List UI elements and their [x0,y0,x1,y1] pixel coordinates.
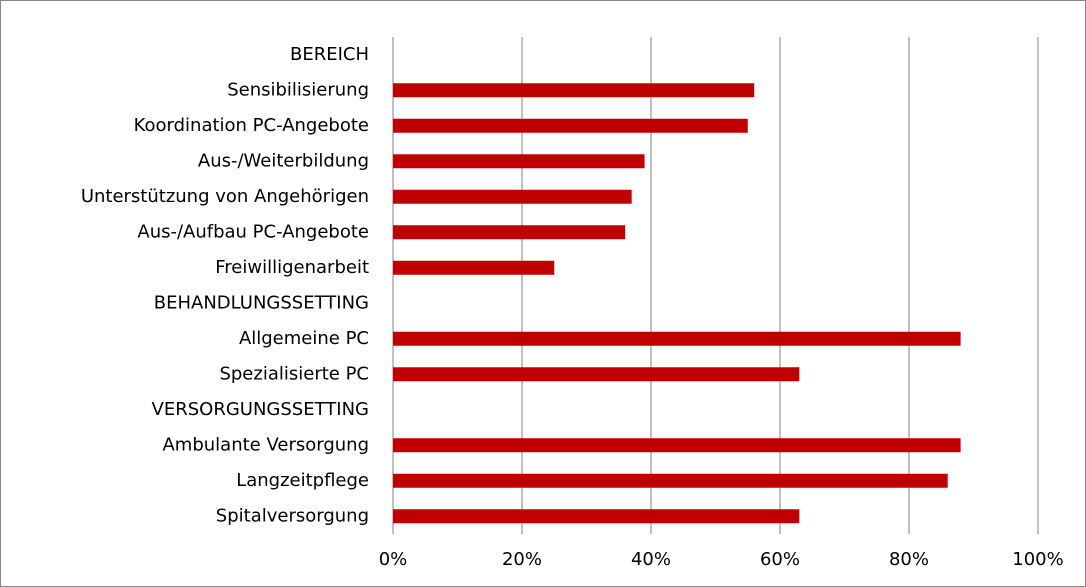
y-tick-label: Spezialisierte PC [219,363,369,384]
y-tick-label: Unterstützung von Angehörigen [81,186,369,207]
bar [393,367,800,382]
y-tick-label: VERSORGUNGSSETTING [152,399,369,420]
x-tick-label: 20% [502,549,542,570]
y-tick-label: BEHANDLUNGSSETTING [154,292,369,313]
y-tick-label: Allgemeine PC [239,328,369,349]
y-tick-label: Sensibilisierung [227,79,369,100]
y-tick-label: Freiwilligenarbeit [215,257,369,278]
y-tick-label: BEREICH [290,44,369,65]
x-tick-label: 0% [379,549,408,570]
bar [393,83,755,98]
bar [393,189,632,204]
x-tick-label: 100% [1012,549,1063,570]
bar [393,331,961,346]
bar [393,438,961,453]
y-tick-label: Aus-/Aufbau PC-Angebote [137,221,369,242]
bar [393,260,555,275]
x-tick-label: 40% [631,549,671,570]
y-tick-label: Aus-/Weiterbildung [198,150,369,171]
bar [393,473,948,488]
y-tick-label: Spitalversorgung [216,505,369,526]
y-tick-label: Koordination PC-Angebote [134,115,369,136]
x-tick-label: 80% [889,549,929,570]
bar [393,118,748,133]
x-tick-label: 60% [760,549,800,570]
bar [393,154,645,169]
y-tick-label: Ambulante Versorgung [162,434,369,455]
y-tick-label: Langzeitpflege [236,470,369,491]
bar [393,509,800,524]
bar [393,225,626,240]
